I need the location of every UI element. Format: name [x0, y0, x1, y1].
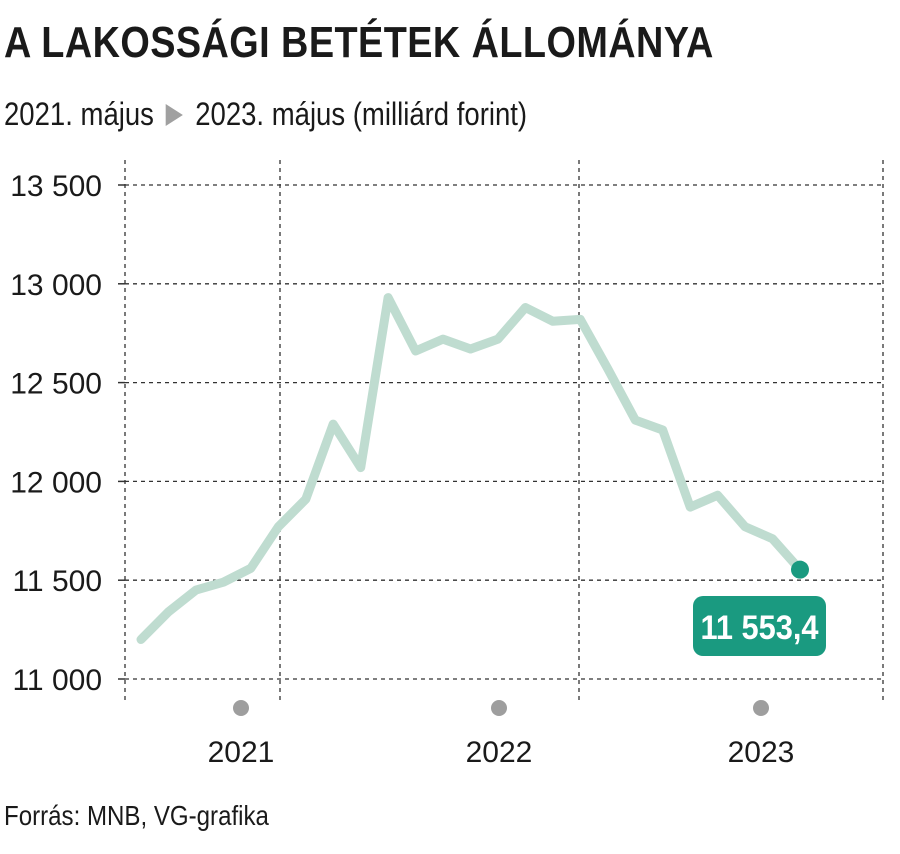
data-point [167, 611, 169, 613]
data-point [470, 348, 471, 350]
data-point [634, 419, 636, 421]
y-tick-label: 12 500 [10, 368, 102, 401]
data-point [524, 307, 526, 309]
x-tick-label: 2021 [208, 736, 275, 769]
y-tick-label: 13 000 [10, 269, 102, 302]
data-point [415, 350, 417, 352]
data-point [250, 567, 252, 569]
source-note: Forrás: MNB, VG-grafika [4, 800, 269, 831]
grid-lines [118, 160, 884, 700]
chart-subtitle: 2021. május 2023. május (milliárd forint) [4, 96, 527, 133]
x-axis-ticks: 2021 2022 2023 [208, 700, 795, 769]
data-point [662, 429, 664, 431]
last-value-badge [693, 596, 826, 656]
data-point [442, 338, 444, 340]
x-tick-label: 2022 [466, 736, 533, 769]
data-point [305, 498, 307, 500]
x-tick-label: 2023 [728, 736, 795, 769]
data-point [277, 526, 279, 528]
data-point [772, 538, 774, 540]
subtitle-start: 2021. május [4, 96, 154, 132]
y-tick-label: 11 000 [12, 664, 102, 697]
data-series [136, 293, 809, 644]
y-axis-ticks: 11 000 11 500 12 000 12 500 13 000 13 500 [10, 170, 102, 697]
data-point [607, 368, 609, 370]
data-point [744, 526, 746, 528]
year-marker-dot [753, 700, 769, 716]
y-tick-label: 12 000 [10, 466, 102, 499]
y-tick-label: 13 500 [10, 170, 102, 203]
data-point [552, 320, 554, 322]
chart-title: A LAKOSSÁGI BETÉTEK ÁLLOMÁNYA [4, 18, 714, 67]
last-value-label: 11 553,4 [701, 609, 819, 647]
year-marker-dot [233, 700, 249, 716]
subtitle-end: 2023. május (milliárd forint) [195, 96, 528, 132]
data-point [140, 638, 142, 640]
year-marker-dot [491, 700, 507, 716]
y-tick-label: 11 500 [12, 565, 102, 598]
play-arrow-icon [165, 104, 184, 126]
data-point [195, 589, 197, 591]
data-point [222, 581, 224, 583]
data-point [332, 423, 334, 425]
data-point [387, 297, 389, 299]
last-point-marker [791, 560, 809, 579]
data-point [689, 506, 691, 508]
data-point [497, 338, 499, 340]
data-point [360, 467, 362, 469]
data-point [579, 318, 581, 320]
last-value-callout: 11 553,4 [693, 596, 826, 656]
data-point [717, 494, 719, 496]
